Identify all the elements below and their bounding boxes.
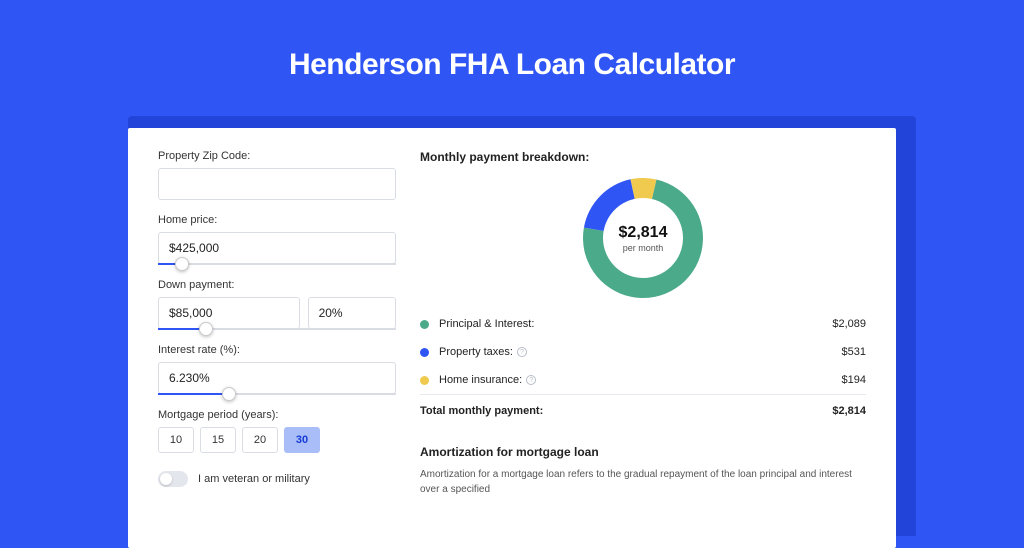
donut-chart-wrap: $2,814 per month [420,174,866,310]
veteran-row: I am veteran or military [158,471,396,487]
legend-label: Property taxes: ? [439,346,842,358]
legend-row: Home insurance: ?$194 [420,366,866,394]
legend-dot [420,348,429,357]
donut-sub: per month [623,243,664,253]
total-label: Total monthly payment: [420,405,832,417]
slider-thumb[interactable] [175,257,189,271]
home-price-input[interactable] [158,232,396,264]
donut-center: $2,814 per month [583,178,703,298]
home-price-label: Home price: [158,214,396,226]
calculator-panel: Property Zip Code: Home price: Down paym… [128,128,896,548]
interest-input[interactable] [158,362,396,394]
period-btn-20[interactable]: 20 [242,427,278,453]
veteran-label: I am veteran or military [198,473,310,485]
legend-value: $194 [842,374,866,386]
amortization-text: Amortization for a mortgage loan refers … [420,467,866,497]
legend-value: $2,089 [832,318,866,330]
legend: Principal & Interest:$2,089Property taxe… [420,310,866,394]
interest-field: Interest rate (%): [158,344,396,395]
legend-dot [420,320,429,329]
period-btn-10[interactable]: 10 [158,427,194,453]
down-payment-pct-input[interactable] [308,297,396,329]
slider-thumb[interactable] [222,387,236,401]
breakdown-title: Monthly payment breakdown: [420,150,866,164]
legend-row: Principal & Interest:$2,089 [420,310,866,338]
period-btn-15[interactable]: 15 [200,427,236,453]
legend-label: Principal & Interest: [439,318,832,330]
home-price-field: Home price: [158,214,396,265]
zip-input[interactable] [158,168,396,200]
period-label: Mortgage period (years): [158,409,396,421]
legend-dot [420,376,429,385]
donut-value: $2,814 [619,224,668,242]
interest-slider[interactable] [158,393,396,395]
amortization-title: Amortization for mortgage loan [420,445,866,459]
veteran-toggle[interactable] [158,471,188,487]
slider-thumb[interactable] [199,322,213,336]
interest-label: Interest rate (%): [158,344,396,356]
legend-value: $531 [842,346,866,358]
down-payment-slider[interactable] [158,328,396,330]
info-icon[interactable]: ? [517,347,527,357]
info-icon[interactable]: ? [526,375,536,385]
down-payment-label: Down payment: [158,279,396,291]
page-title: Henderson FHA Loan Calculator [0,0,1024,106]
legend-row: Property taxes: ?$531 [420,338,866,366]
donut-chart: $2,814 per month [583,178,703,298]
breakdown-column: Monthly payment breakdown: $2,814 per mo… [420,150,866,526]
period-field: Mortgage period (years): 10152030 [158,409,396,453]
period-btn-30[interactable]: 30 [284,427,320,453]
period-buttons: 10152030 [158,427,396,453]
down-payment-field: Down payment: [158,279,396,330]
total-row: Total monthly payment: $2,814 [420,394,866,425]
zip-label: Property Zip Code: [158,150,396,162]
home-price-slider[interactable] [158,263,396,265]
total-value: $2,814 [832,405,866,417]
legend-label: Home insurance: ? [439,374,842,386]
zip-field: Property Zip Code: [158,150,396,200]
form-column: Property Zip Code: Home price: Down paym… [158,150,396,526]
down-payment-input[interactable] [158,297,300,329]
